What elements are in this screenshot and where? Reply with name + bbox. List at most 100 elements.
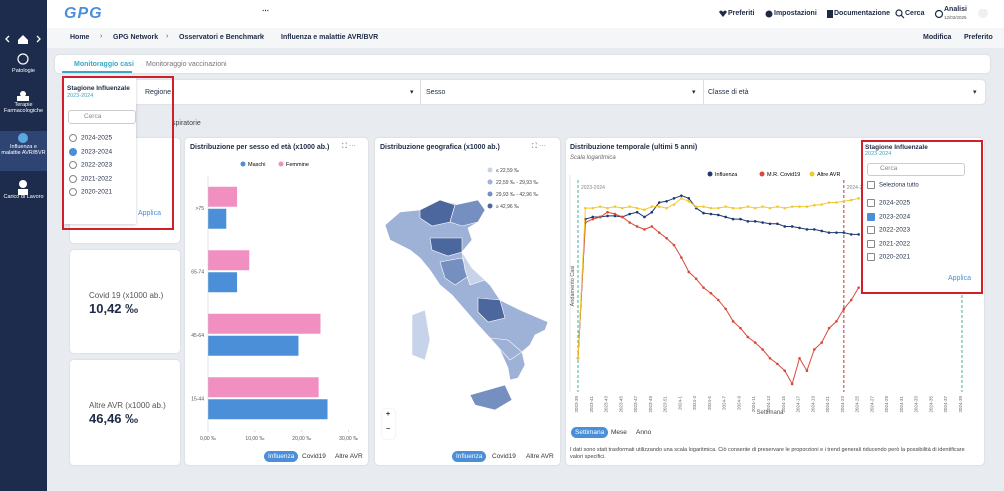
radio[interactable] [69,134,77,142]
region [429,237,463,257]
breadcrumb-item[interactable]: Osservatori e Benchmark [179,34,264,41]
kpi-label: Altre AVR (x1000 ab.) [89,401,166,410]
sidebar-item[interactable]: Terapie Farmacologiche [3,102,44,114]
toggle-button[interactable]: Anno [636,429,652,436]
line [577,211,860,386]
dropdown-option[interactable]: 2021-2022 [69,174,112,183]
point [702,286,705,289]
radio[interactable] [69,147,77,156]
point [790,225,794,228]
toggle-button[interactable]: Mese [611,429,627,436]
y-tick-label: 15-44 [191,396,204,402]
more-button[interactable]: ⋯ [262,8,269,15]
point [731,206,735,210]
toggle-button[interactable]: Altre AVR [335,453,363,460]
checkbox[interactable] [867,226,875,234]
dropdown-option[interactable]: 2022-2023 [867,226,910,234]
action[interactable]: Preferito [964,34,993,41]
search-placeholder[interactable]: Cerca [84,113,102,120]
checkbox[interactable] [867,253,875,261]
point [813,348,816,351]
kpi-card [70,360,180,465]
dropdown-option[interactable]: 2024-2025 [867,199,910,207]
sidebar-item[interactable]: Carico di Lavoro [3,194,44,200]
checkbox[interactable] [867,199,875,207]
dropdown-option[interactable]: 2024-2025 [69,134,112,142]
point [776,205,779,208]
point [606,206,609,210]
point [650,205,654,208]
point [657,201,661,204]
panel-actions[interactable]: ⛶ ⋯ [342,143,356,150]
breadcrumb-item[interactable]: Home [70,34,90,41]
select-all[interactable]: Seleziona tutto [867,181,919,189]
sidebar-item[interactable]: Influenza e malattie AVR/BVR [1,144,46,156]
search-box[interactable] [867,163,965,176]
radio[interactable] [69,188,77,196]
point [717,213,720,217]
select-all-label: Seleziona tutto [879,182,919,189]
filter-label[interactable]: Stagione Influenzale [67,85,130,92]
search-box[interactable] [68,110,136,124]
dropdown-option[interactable]: 2023-2024 [867,212,910,221]
x-tick-label: 2024-13 [766,396,771,413]
toggle-button[interactable]: Covid19 [302,453,326,460]
radio[interactable] [69,174,77,183]
x-tick-label: 2024-23 [840,396,845,413]
legend-label: ≤ 22,59 ‰ [496,168,519,174]
menu-item[interactable]: Documentazione [834,10,891,17]
point [746,205,750,208]
caret: ▾ [410,89,414,96]
point [694,205,698,208]
subtab[interactable]: spiratorie [172,120,201,127]
dropdown-option[interactable]: 2023-2024 [69,147,112,156]
filter[interactable]: Classe di età [708,89,749,96]
apply-button[interactable]: Applica [948,275,971,282]
y-tick-label: 45-64 [191,333,204,339]
sidebar-item[interactable]: Patologie [12,68,35,74]
tab[interactable]: Monitoraggio casi [74,61,134,68]
checkbox[interactable] [867,212,875,221]
kpi-label: Covid 19 (x1000 ab.) [89,291,164,300]
point [849,198,853,202]
analysis-label[interactable]: Analisi [944,6,967,13]
filter[interactable]: Sesso [426,89,446,96]
toggle-button[interactable]: Influenza [264,451,299,462]
y-axis-label: Andamento Casi [570,266,576,307]
apply-button[interactable]: Applica [138,210,161,217]
search-placeholder[interactable]: Cerca [880,165,898,172]
filter-label[interactable]: Stagione Influenzale [865,144,928,151]
dropdown-option[interactable]: 2020-2021 [867,253,910,261]
filter[interactable]: Regione [145,89,172,96]
breadcrumb-item[interactable]: GPG Network [113,34,159,41]
menu-item[interactable]: Cerca [905,10,925,17]
caret: ▾ [692,89,696,96]
point [591,206,595,210]
menu-item[interactable]: Impostazioni [774,10,817,17]
y-tick-label: 65-74 [191,269,204,275]
point [643,208,646,211]
dropdown-option[interactable]: 2020-2021 [69,188,112,196]
toggle-button[interactable]: Settimana [571,427,609,438]
action[interactable]: Modifica [923,34,952,41]
dropdown-option[interactable]: 2021-2022 [867,239,910,248]
logo[interactable]: GPG [64,5,103,22]
dropdown-option[interactable]: 2022-2023 [69,161,112,169]
menu-item[interactable]: Preferiti [728,10,755,17]
point [598,205,602,208]
point [635,210,639,214]
zoom-in[interactable]: + [386,411,391,418]
point [849,298,853,302]
zoom-out[interactable]: − [386,426,391,433]
point [739,217,742,221]
toggle-button[interactable]: Influenza [452,451,487,462]
x-tick-label: 2024-21 [825,396,830,413]
radio[interactable] [69,161,77,169]
toggle-button[interactable]: Altre AVR [526,453,554,460]
tab[interactable]: Monitoraggio vaccinazioni [146,61,227,68]
toggle-button[interactable]: Covid19 [492,453,516,460]
point [820,341,823,344]
breadcrumb-item[interactable]: Influenza e malattie AVR/BVR [281,34,379,41]
panel-actions[interactable]: ⛶ ⋯ [532,143,546,150]
checkbox[interactable] [867,239,875,248]
